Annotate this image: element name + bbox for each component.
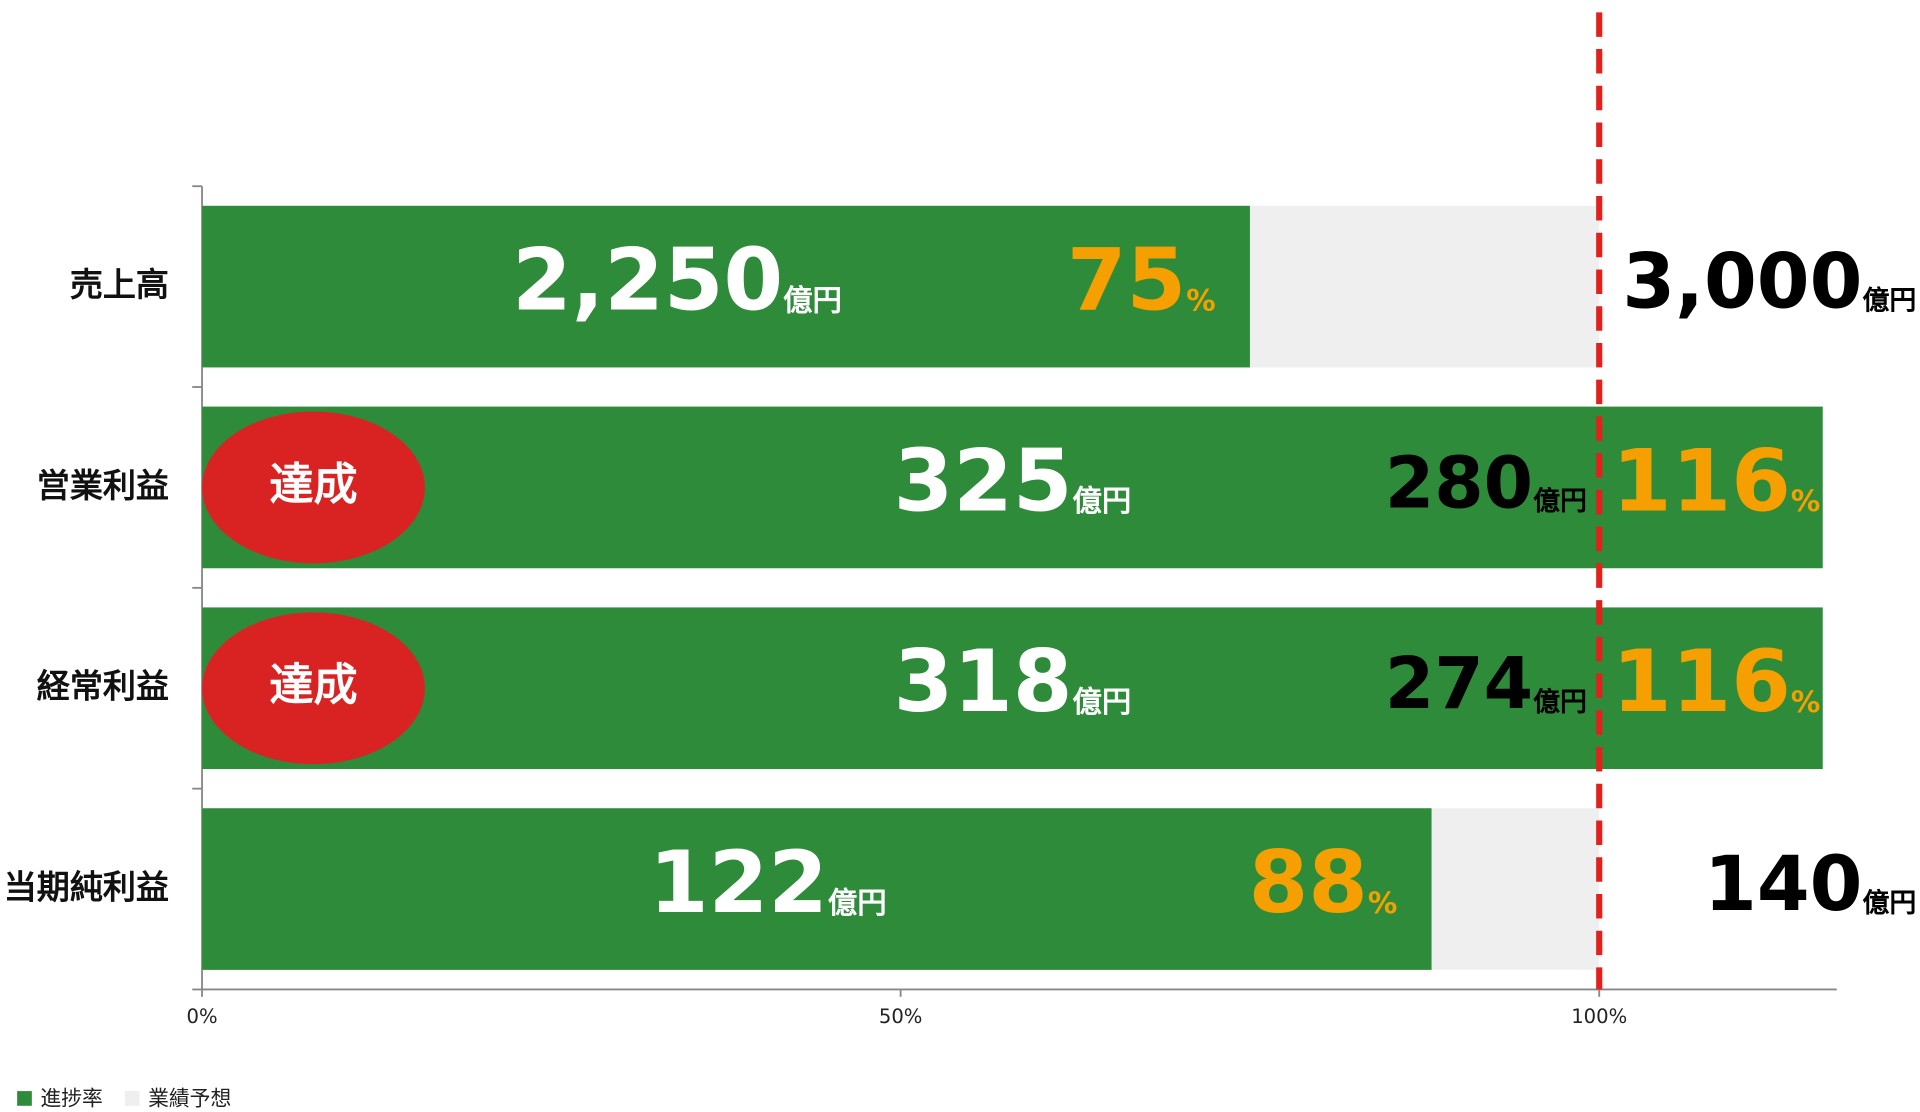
actual-label: 318億円 [894,633,1132,733]
actual-label: 122億円 [649,833,887,933]
forecast-label: 274億円 [1385,642,1587,725]
percent-unit: % [1186,283,1215,317]
amount-unit: 億円 [1072,484,1131,518]
progress-bar [202,205,1250,368]
category-label: 営業利益 [37,466,169,505]
actual-value: 122 [649,833,828,933]
amount-unit: 億円 [1533,686,1587,717]
forecast-value: 280 [1385,441,1533,524]
category-label: 経常利益 [37,667,169,706]
forecast-label: 140億円 [1704,840,1916,928]
legend-label: 進捗率 [40,1087,102,1111]
percent-label: 75% [1067,231,1216,331]
category-label: 売上高 [70,265,169,304]
percent-label: 116% [1612,432,1820,532]
percent-label: 88% [1249,833,1398,933]
percent-unit: % [1791,684,1820,718]
achievement-badge [202,612,425,765]
percent-value: 75 [1067,231,1186,331]
actual-label: 325億円 [894,432,1132,532]
achievement-label: 達成 [269,459,357,510]
amount-unit: 億円 [828,885,887,919]
x-tick-label: 0% [187,1005,218,1028]
percent-value: 116 [1612,432,1791,532]
x-tick-label: 50% [879,1005,923,1028]
progress-bar [202,607,1823,770]
amount-unit: 億円 [1862,285,1916,316]
percent-value: 116 [1612,633,1791,733]
percent-unit: % [1368,885,1397,919]
progress-bar [202,808,1432,970]
legend-swatch [17,1091,32,1106]
actual-label: 2,250億円 [512,231,842,331]
forecast-value: 3,000 [1622,238,1862,326]
percent-label: 116% [1612,633,1820,733]
percent-value: 88 [1249,833,1368,933]
legend-swatch [124,1091,140,1106]
achievement-label: 達成 [269,660,357,711]
progress-bar [202,406,1823,569]
forecast-label: 280億円 [1385,441,1587,524]
amount-unit: 億円 [1862,887,1916,918]
forecast-value: 274 [1385,642,1533,725]
legend-label: 業績予想 [148,1087,231,1111]
amount-unit: 億円 [1533,486,1587,517]
amount-unit: 億円 [783,283,842,317]
percent-unit: % [1791,484,1820,518]
achievement-badge [202,411,425,564]
x-tick-label: 100% [1571,1005,1627,1028]
forecast-label: 3,000億円 [1622,238,1916,326]
category-label: 当期純利益 [4,868,169,907]
forecast-value: 140 [1704,840,1862,928]
actual-value: 2,250 [512,231,783,331]
amount-unit: 億円 [1072,684,1131,718]
actual-value: 325 [894,432,1073,532]
actual-value: 318 [894,633,1073,733]
